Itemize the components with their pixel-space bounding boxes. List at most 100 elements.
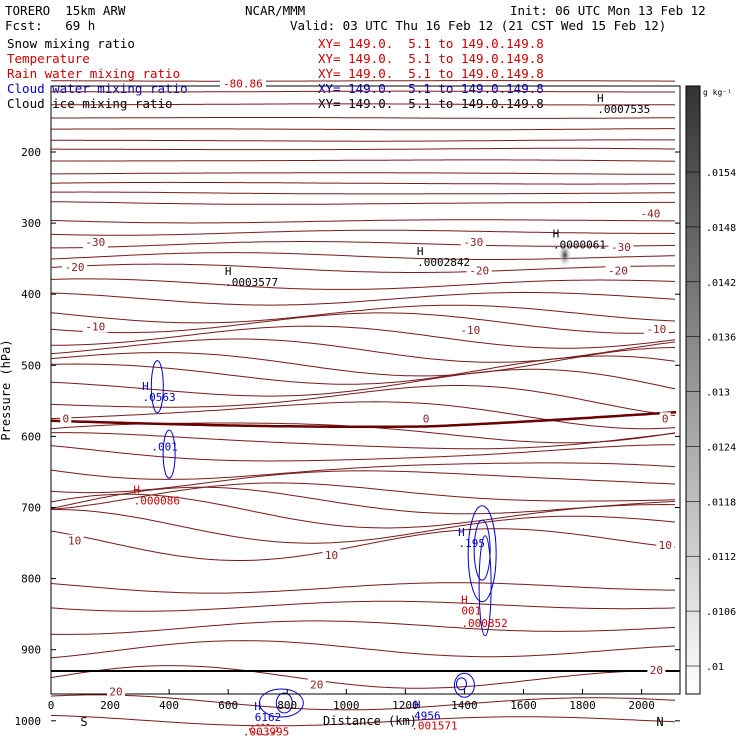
x-tick-label: 2000: [628, 699, 655, 712]
colorbar-tick-label: .0118: [706, 497, 736, 508]
isotherm-line: [51, 128, 675, 131]
isotherm-label: -30: [85, 236, 105, 249]
isotherm-line: [50, 582, 675, 594]
isotherm-line: [50, 486, 676, 515]
isotherm-label: -40: [641, 208, 661, 221]
x-tick-label: 800: [277, 699, 297, 712]
isotherm-line: [50, 401, 676, 430]
contour-label-bg: [65, 534, 84, 547]
extremum-value: .001571: [411, 719, 457, 732]
isotherm-line: [51, 90, 675, 93]
center-label: NCAR/MMM: [245, 3, 306, 18]
isotherm-line: [51, 80, 675, 82]
contour-label-bg: [106, 685, 125, 698]
x-axis-title: Distance (km): [323, 714, 417, 728]
isotherm-line: [50, 263, 675, 273]
isotherm-line: [50, 444, 675, 462]
y-tick-label: 400: [21, 288, 41, 301]
colorbar-tick-label: .0106: [706, 607, 736, 618]
colorbar-tick-label: .0136: [706, 333, 736, 344]
isotherm-line: [50, 620, 676, 635]
isotherm-line: [50, 432, 676, 450]
x-tick-label: 1400: [451, 699, 478, 712]
isotherm-line: [50, 482, 676, 510]
isotherm-line: [51, 509, 676, 544]
isotherm-label: -10: [646, 323, 666, 336]
isotherm-label: -10: [85, 321, 105, 334]
colorbar-tick-label: .0154: [706, 168, 736, 179]
colorbar-tick-label: .01: [706, 662, 724, 673]
x-tick-label: 200: [100, 699, 120, 712]
legend-cloud-ice-xy: XY= 149.0. 5.1 to 149.0.149.8: [318, 96, 544, 111]
legend-snow-label: Snow mixing ratio: [7, 36, 135, 51]
isotherm-line: [50, 493, 675, 529]
isotherm-label: 0: [662, 412, 669, 425]
cloud-mixing-ratio-contours: [150, 360, 497, 735]
isotherm-label: 20: [109, 685, 122, 698]
cloud-water-contour: [258, 688, 304, 718]
x-tick-label: 1800: [569, 699, 596, 712]
isotherm-label: -20: [65, 261, 85, 274]
extremum-marker: H: [133, 483, 140, 496]
isotherm-label: -80.86: [223, 77, 263, 90]
isotherm-label: -10: [460, 324, 480, 337]
legend-rain-xy: XY= 149.0. 5.1 to 149.0.149.8: [318, 66, 544, 81]
colorbar: .0154 .0148 .0142 .0136 .013 .0124 .0118 .0112.…: [685, 85, 736, 695]
isotherm-line: [51, 172, 675, 175]
isotherm-label: 10: [68, 535, 81, 548]
isotherm-line: [51, 139, 675, 142]
contour-label-bg: [659, 412, 671, 425]
contour-label-bg: [637, 207, 663, 220]
isotherm-line: [50, 528, 676, 561]
contour-label-bg: [219, 77, 266, 90]
isotherm-label: 20: [650, 664, 663, 677]
north-label: N: [656, 715, 663, 729]
isotherm-line: [51, 191, 676, 195]
legend-rain-label: Rain water mixing ratio: [7, 66, 181, 81]
cloud-water-contour: [453, 672, 475, 698]
isotherm-line: [50, 304, 676, 324]
x-tick-label: 1200: [392, 699, 419, 712]
colorbar-tick-label: .0148: [706, 223, 736, 234]
axes: 0 200 400 600 800 1000 1200 1400 1600 1800 2000200…: [15, 146, 680, 728]
contour-label-bg: [420, 412, 432, 425]
contour-label-bg: [82, 320, 108, 333]
forecast-hour: Fcst: 69 h: [5, 18, 96, 33]
extremum-value: 6162: [255, 711, 282, 724]
colorbar-gradient: [685, 85, 701, 695]
isotherm-line: [51, 147, 675, 151]
extremum-marker: H: [461, 593, 468, 606]
legend-temperature-xy: XY= 149.0. 5.1 to 149.0.149.8: [318, 51, 544, 66]
isotherm-line: [50, 291, 676, 306]
isotherm-line: [50, 694, 676, 711]
extremum-value: .000852: [461, 617, 507, 630]
cloud-water-contour: [275, 692, 293, 714]
extremum-value: .003995: [243, 726, 289, 739]
isotherm-line: [50, 462, 676, 480]
isotherm-line: [50, 640, 676, 659]
x-tick-label: 1000: [333, 699, 360, 712]
cloud-water-contour: [478, 535, 492, 637]
extremum-value: .0563: [142, 391, 175, 404]
contour-label-bg: [62, 260, 88, 273]
colorbar-unit: g kg⁻¹: [703, 88, 732, 97]
contour-label-bg: [307, 678, 326, 691]
isotherm-line: [51, 241, 676, 249]
extremum-value: .0007535: [597, 103, 650, 116]
isotherm-line: [50, 278, 676, 290]
contour-label-bg: [643, 322, 669, 335]
x-tick-label: 0: [48, 699, 55, 712]
isotherm-label: 0: [423, 412, 430, 425]
contour-label-bg: [82, 236, 108, 249]
isotherm-label: 20: [310, 678, 323, 691]
isotherm-label: -20: [608, 264, 628, 277]
extremum-value: .195: [458, 537, 485, 550]
contour-label-bg: [608, 240, 634, 253]
y-tick-label: 500: [21, 359, 41, 372]
colorbar-tick-label: .0142: [706, 278, 736, 289]
y-tick-label: 900: [21, 644, 41, 657]
isotherm-line: [51, 103, 675, 106]
model-title: TORERO 15km ARW: [5, 3, 126, 18]
isotherm-line: [50, 347, 676, 377]
extremum-marker: H: [254, 700, 261, 713]
